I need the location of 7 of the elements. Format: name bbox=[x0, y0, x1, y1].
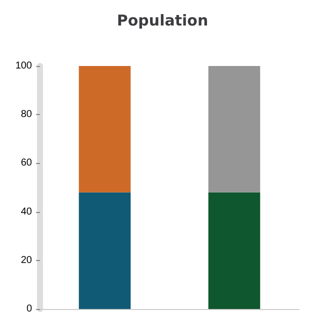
chart-title: Population bbox=[116, 12, 208, 30]
y-tick-label: 100 bbox=[15, 60, 32, 72]
y-tick-label: 80 bbox=[20, 109, 32, 120]
y-tick-label: 0 bbox=[26, 304, 32, 314]
y-tick-label: 60 bbox=[20, 158, 32, 169]
y-tick-label: 40 bbox=[20, 206, 32, 218]
y-tick-label: 20 bbox=[20, 254, 32, 266]
